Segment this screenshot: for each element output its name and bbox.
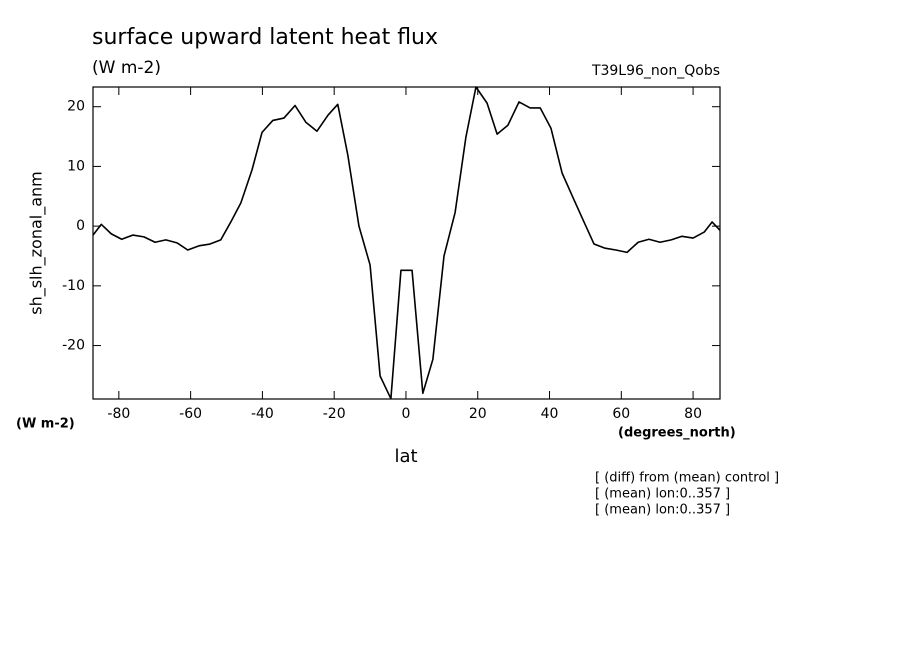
y-tick-label: 10 <box>67 158 85 174</box>
x-tick-label: -20 <box>323 406 346 422</box>
x-tick-label: -60 <box>179 406 202 422</box>
plot-frame <box>92 86 721 400</box>
chart-subtitle: (W m-2) <box>92 58 161 78</box>
y-tick-label: 20 <box>67 99 85 115</box>
x-tick-label: 0 <box>402 406 411 422</box>
x-tick-label: -40 <box>251 406 274 422</box>
x-tick-label: 40 <box>541 406 559 422</box>
x-tick-label: 60 <box>612 406 630 422</box>
x-tick-label: -80 <box>107 406 130 422</box>
y-units: (W m-2) <box>16 417 75 432</box>
note: [ (mean) lon:0..357 ] <box>595 487 730 502</box>
y-tick-label: -10 <box>62 278 85 294</box>
x-units: (degrees_north) <box>618 426 736 441</box>
x-tick-label: 80 <box>684 406 702 422</box>
y-axis-label: sh_slh_zonal_anm <box>27 171 47 315</box>
chart-title: surface upward latent heat flux <box>92 25 438 50</box>
note: [ (diff) from (mean) control ] <box>595 471 779 486</box>
y-tick-label: 0 <box>76 218 85 234</box>
y-tick-label: -20 <box>62 338 85 354</box>
data-line <box>92 86 721 400</box>
dataset-label: T39L96_non_Qobs <box>591 63 720 79</box>
x-axis-label: lat <box>394 446 417 467</box>
note: [ (mean) lon:0..357 ] <box>595 503 730 518</box>
x-tick-label: 20 <box>469 406 487 422</box>
